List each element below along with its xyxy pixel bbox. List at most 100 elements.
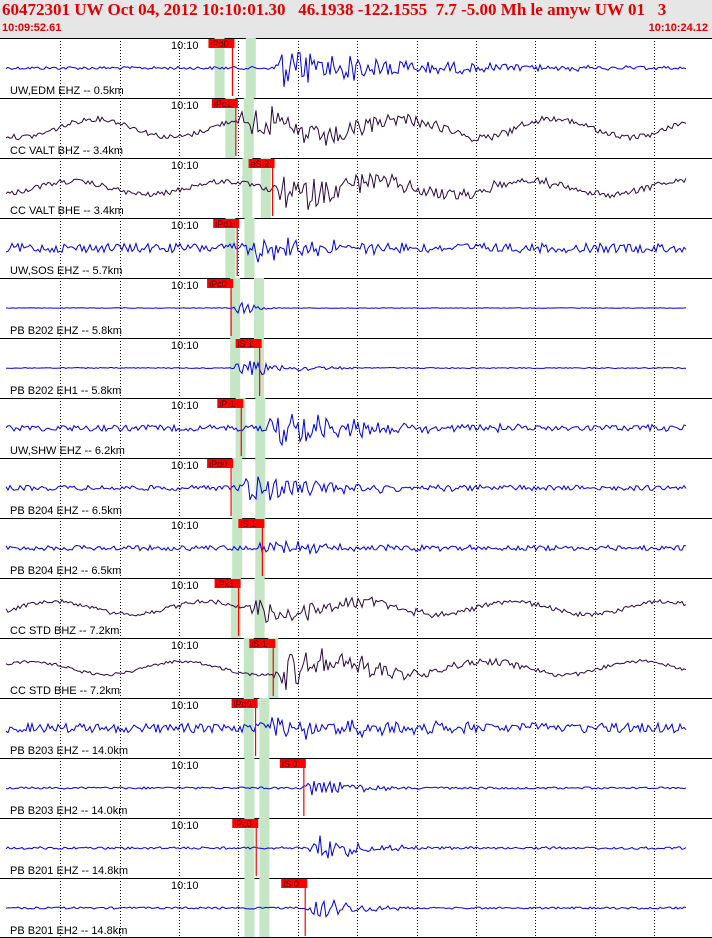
pick-window-s — [259, 818, 270, 878]
trace-row: 10:10 iPd0 PB B203 EHZ -- 14.0km — [0, 698, 712, 758]
pick-window-p — [230, 278, 241, 338]
pick-label-box[interactable] — [238, 519, 265, 528]
station-label: PB B201 EHZ -- 14.8km — [10, 865, 128, 877]
station-label: UW,EDM EHZ -- 0.5km — [10, 85, 124, 97]
pick-label: iPc0 — [234, 819, 252, 829]
pick-window-p — [225, 218, 236, 278]
time-tick-label: 10:10 — [171, 520, 199, 532]
waveform-trace — [5, 106, 687, 146]
pick-label: iPd0 — [234, 699, 252, 709]
pick-label: iS 0 — [283, 879, 299, 889]
pick-label-box[interactable] — [231, 699, 258, 708]
time-tick-label: 10:10 — [171, 700, 199, 712]
waveform-trace — [5, 360, 687, 376]
trace-row: 10:10 iS 1 PB B204 EH2 -- 6.5km — [0, 518, 712, 578]
window-start-time: 10:09:52.61 — [2, 22, 62, 34]
pick-label-box[interactable] — [214, 579, 241, 588]
station-label: PB B203 EHZ -- 14.0km — [10, 745, 128, 757]
station-label: PB B202 EHZ -- 5.8km — [10, 325, 122, 337]
waveform-trace — [5, 898, 687, 918]
pick-label: iS 1 — [238, 339, 254, 349]
pick-label-box[interactable] — [235, 339, 262, 348]
waveform-trace — [5, 717, 687, 740]
pick-window-p — [244, 878, 255, 938]
pick-label-box[interactable] — [213, 219, 240, 228]
pick-window-p — [243, 638, 254, 698]
waveform-trace — [5, 413, 687, 447]
pick-window-s — [255, 518, 266, 578]
pick-window-p — [235, 398, 246, 458]
waveform-trace — [5, 301, 687, 315]
pick-label-box[interactable] — [279, 759, 306, 768]
waveform-trace — [5, 835, 687, 859]
pick-label: iPd0 — [210, 39, 228, 49]
pick-label-box[interactable] — [281, 879, 308, 888]
pick-label: iS 0 — [282, 759, 298, 769]
trace-row: 10:10 iPc0 PB B202 EHZ -- 5.8km — [0, 278, 712, 338]
pick-window-s — [255, 458, 266, 518]
seismogram-panel: 10:10 iPd0 UW,EDM EHZ -- 0.5km 10:10 iPc1 CC … — [0, 38, 712, 938]
pick-window-p — [242, 158, 253, 218]
pick-label-box[interactable] — [207, 459, 234, 468]
time-tick-label: 10:10 — [171, 400, 199, 412]
window-end-time: 10:10:24.12 — [648, 22, 708, 34]
pick-label: iP 1 — [219, 399, 234, 409]
trace-row: 10:10 iPx1 CC STD BHZ -- 7.2km — [0, 578, 712, 638]
event-header: 60472301 UW Oct 04, 2012 10:10:01.30 46.… — [0, 0, 712, 38]
pick-label-box[interactable] — [208, 39, 235, 48]
waveform-trace — [5, 476, 687, 501]
pick-window-s — [254, 578, 265, 638]
station-label: CC STD BHE -- 7.2km — [10, 685, 120, 697]
time-tick-label: 10:10 — [171, 640, 199, 652]
waveform-trace — [5, 648, 687, 690]
time-tick-label: 10:10 — [171, 880, 199, 892]
trace-row: 10:10 iS 0 PB B201 EH2 -- 14.8km — [0, 878, 712, 938]
pick-label: iPc0 — [209, 279, 227, 289]
pick-label-box[interactable] — [249, 639, 276, 648]
time-tick-label: 10:10 — [171, 580, 199, 592]
pick-window-p — [232, 518, 243, 578]
trace-row: 10:10 iPd0 UW,EDM EHZ -- 0.5km — [0, 38, 712, 98]
pick-label-box[interactable] — [248, 159, 275, 168]
station-label: CC VALT BHZ -- 3.4km — [10, 145, 123, 157]
station-label: PB B204 EHZ -- 6.5km — [10, 505, 122, 517]
pick-label: iPd1 — [215, 219, 233, 229]
pick-window-s — [243, 98, 254, 158]
trace-row: 10:10 iPc1 CC VALT BHZ -- 3.4km — [0, 98, 712, 158]
pick-window-s — [245, 38, 256, 98]
waveform-trace — [5, 780, 687, 796]
pick-window-p — [230, 578, 241, 638]
trace-row: 10:10 iPc0 PB B201 EHZ -- 14.8km — [0, 818, 712, 878]
station-label: PB B202 EH1 -- 5.8km — [10, 385, 121, 397]
trace-row: 10:10 iS 0 PB B203 EH2 -- 14.0km — [0, 758, 712, 818]
pick-label-box[interactable] — [207, 279, 234, 288]
station-label: UW,SHW EHZ -- 6.2km — [10, 445, 125, 457]
waveform-trace — [5, 596, 687, 624]
time-tick-label: 10:10 — [171, 220, 199, 232]
station-label: PB B204 EH2 -- 6.5km — [10, 565, 121, 577]
pick-label: eS 2 — [251, 159, 270, 169]
pick-label: iS 1 — [240, 519, 256, 529]
time-tick-label: 10:10 — [171, 460, 199, 472]
pick-label: iPd0 — [209, 459, 227, 469]
event-title: 60472301 UW Oct 04, 2012 10:10:01.30 46.… — [2, 0, 667, 19]
pick-window-p — [232, 458, 243, 518]
trace-row: 10:10 eS 2 CC VALT BHE -- 3.4km — [0, 158, 712, 218]
waveform-trace — [5, 51, 687, 87]
pick-window-p — [225, 98, 236, 158]
pick-window-p — [214, 38, 225, 98]
trace-row: 10:10 iPd1 UW,SOS EHZ -- 5.7km — [0, 218, 712, 278]
pick-window-p — [230, 338, 241, 398]
pick-label-box[interactable] — [217, 399, 244, 408]
pick-window-s — [259, 698, 270, 758]
waveform-trace — [5, 539, 687, 556]
time-tick-label: 10:10 — [171, 100, 199, 112]
station-label: CC STD BHZ -- 7.2km — [10, 625, 119, 637]
pick-label-box[interactable] — [211, 99, 238, 108]
time-tick-label: 10:10 — [171, 40, 199, 52]
pick-label-box[interactable] — [232, 819, 259, 828]
pick-window-p — [243, 698, 254, 758]
station-label: UW,SOS EHZ -- 5.7km — [10, 265, 122, 277]
station-label: PB B203 EH2 -- 14.0km — [10, 805, 127, 817]
time-tick-label: 10:10 — [171, 820, 199, 832]
